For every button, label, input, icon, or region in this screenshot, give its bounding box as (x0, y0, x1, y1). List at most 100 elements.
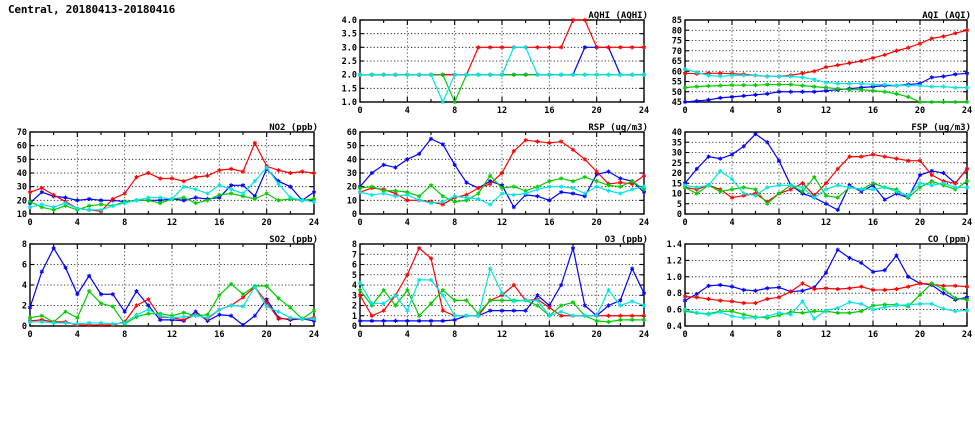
svg-text:8: 8 (122, 218, 127, 228)
series-markers-rsp-3 (357, 184, 647, 207)
svg-text:12: 12 (821, 218, 831, 228)
svg-text:16: 16 (214, 218, 224, 228)
series-markers-aqi-3 (682, 67, 970, 90)
svg-text:70: 70 (17, 128, 27, 138)
svg-text:0: 0 (352, 210, 357, 220)
svg-text:60: 60 (17, 142, 27, 152)
svg-text:0: 0 (357, 330, 362, 340)
series-markers-no2-1 (27, 140, 317, 214)
svg-text:20: 20 (347, 183, 357, 193)
svg-text:4: 4 (352, 281, 357, 291)
svg-text:24: 24 (639, 106, 649, 116)
svg-text:24: 24 (639, 218, 649, 228)
svg-text:12: 12 (497, 330, 507, 340)
series-line-no2-3 (29, 166, 315, 211)
svg-text:24: 24 (962, 218, 972, 228)
chart-title-rsp: RSP (ug/m3) (588, 123, 648, 133)
chart-panel-aqi: AQI (AQI) 45 50 55 60 65 70 75 80 85 0 4 8 12 16 20 24 (655, 11, 973, 120)
chart-panel-so2: SO2 (ppb) 0 2 4 6 8 0 4 8 12 16 20 24 (0, 235, 320, 344)
page-title: Central, 20180413-20180416 (8, 3, 175, 16)
svg-text:24: 24 (309, 218, 319, 228)
svg-text:4: 4 (729, 218, 734, 228)
svg-text:30: 30 (17, 183, 27, 193)
svg-text:1.5: 1.5 (342, 84, 357, 94)
series-markers-o3-3 (357, 266, 647, 318)
svg-text:12: 12 (167, 330, 177, 340)
svg-text:50: 50 (672, 88, 682, 98)
svg-text:20: 20 (592, 330, 602, 340)
svg-text:2: 2 (22, 302, 27, 312)
svg-text:1.0: 1.0 (667, 273, 682, 283)
chart-svg-aqhi: 1.0 1.5 2.0 2.5 3.0 3.5 4.0 0 4 8 12 16 20 24 (342, 16, 649, 116)
svg-text:35: 35 (672, 138, 682, 148)
svg-text:8: 8 (776, 106, 781, 116)
svg-text:15: 15 (672, 179, 682, 189)
svg-text:40: 40 (672, 128, 682, 138)
svg-text:2: 2 (352, 302, 357, 312)
svg-text:25: 25 (672, 159, 682, 169)
svg-text:30: 30 (347, 169, 357, 179)
svg-text:1.0: 1.0 (342, 98, 357, 108)
svg-text:8: 8 (776, 218, 781, 228)
svg-text:5: 5 (677, 200, 682, 210)
svg-text:0: 0 (22, 322, 27, 332)
svg-text:4: 4 (22, 281, 27, 291)
chart-title-so2: SO2 (ppb) (269, 235, 318, 245)
svg-text:0: 0 (357, 218, 362, 228)
svg-text:40: 40 (17, 169, 27, 179)
chart-panel-fsp: FSP (ug/m3) 0 5 10 15 20 25 30 35 40 0 4 8 12 16 20 24 (655, 123, 973, 232)
svg-text:8: 8 (122, 330, 127, 340)
chart-title-fsp: FSP (ug/m3) (911, 123, 971, 133)
svg-text:6: 6 (352, 261, 357, 271)
svg-text:16: 16 (544, 218, 554, 228)
svg-text:0.8: 0.8 (667, 289, 682, 299)
svg-text:45: 45 (672, 98, 682, 108)
svg-text:16: 16 (544, 330, 554, 340)
svg-text:20: 20 (672, 169, 682, 179)
svg-text:75: 75 (672, 37, 682, 47)
svg-text:1.4: 1.4 (667, 240, 682, 250)
svg-text:8: 8 (452, 106, 457, 116)
svg-text:1.2: 1.2 (667, 256, 682, 266)
svg-text:0: 0 (357, 106, 362, 116)
chart-svg-co: 0.4 0.6 0.8 1.0 1.2 1.4 0 4 8 12 16 20 24 (667, 240, 972, 340)
svg-text:12: 12 (497, 106, 507, 116)
svg-text:24: 24 (639, 330, 649, 340)
svg-text:4: 4 (405, 330, 410, 340)
chart-panel-co: CO (ppm) 0.4 0.6 0.8 1.0 1.2 1.4 0 4 8 12 16 20 24 (655, 235, 973, 344)
svg-text:2.0: 2.0 (342, 71, 357, 81)
svg-text:24: 24 (962, 330, 972, 340)
series-markers-rsp-2 (357, 173, 647, 204)
series-markers-co-3 (682, 299, 970, 321)
series-markers-o3-2 (357, 288, 647, 324)
svg-text:40: 40 (347, 155, 357, 165)
svg-text:16: 16 (868, 218, 878, 228)
svg-text:30: 30 (672, 149, 682, 159)
chart-title-no2: NO2 (ppb) (269, 123, 318, 133)
svg-text:0.6: 0.6 (667, 306, 682, 316)
svg-text:50: 50 (17, 155, 27, 165)
svg-text:20: 20 (915, 106, 925, 116)
svg-text:70: 70 (672, 47, 682, 57)
svg-text:80: 80 (672, 26, 682, 36)
chart-panel-no2: NO2 (ppb) 10 20 30 40 50 60 70 0 4 8 12 16 20 24 (0, 123, 320, 232)
series-markers-aqi-2 (682, 82, 970, 105)
svg-text:7: 7 (352, 250, 357, 260)
series-markers-no2-3 (27, 165, 317, 212)
svg-text:3.0: 3.0 (342, 43, 357, 53)
svg-text:3: 3 (352, 291, 357, 301)
svg-text:1: 1 (352, 312, 357, 322)
svg-text:20: 20 (915, 330, 925, 340)
series-markers-o3-1 (357, 246, 647, 318)
chart-title-o3: O3 (ppb) (604, 235, 648, 245)
series-markers-fsp-3 (682, 168, 970, 200)
chart-panel-aqhi: AQHI (AQHI) 1.0 1.5 2.0 2.5 3.0 3.5 4.0 0 4 8 12 16 2… (330, 11, 650, 120)
svg-text:0: 0 (27, 218, 32, 228)
svg-text:4: 4 (75, 218, 80, 228)
svg-text:20: 20 (915, 218, 925, 228)
svg-text:0: 0 (27, 330, 32, 340)
svg-text:8: 8 (452, 218, 457, 228)
